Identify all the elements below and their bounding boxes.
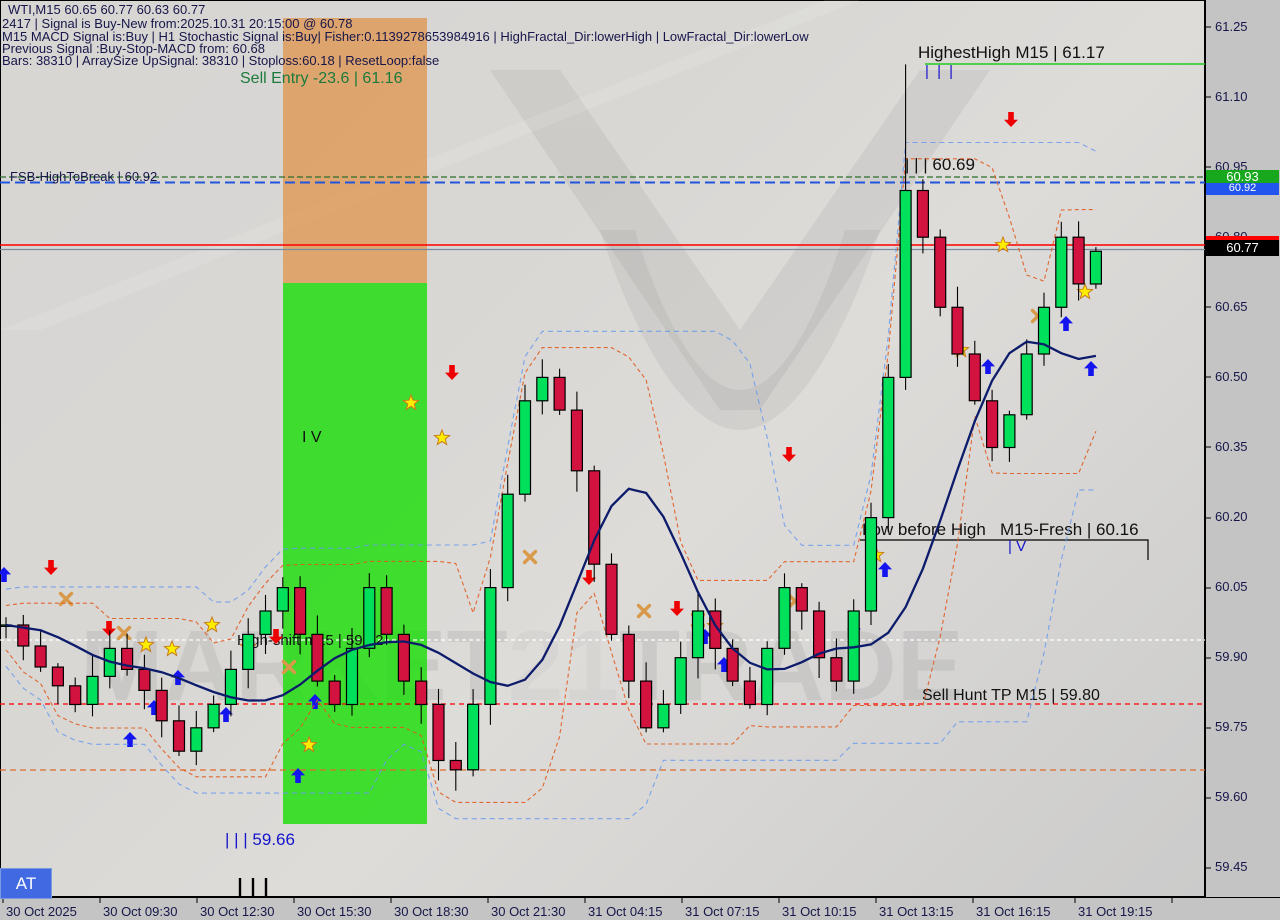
svg-text:31 Oct 16:15: 31 Oct 16:15	[976, 904, 1050, 919]
svg-text:60.50: 60.50	[1215, 369, 1248, 384]
svg-text:31 Oct 10:15: 31 Oct 10:15	[782, 904, 856, 919]
svg-text:30 Oct 21:30: 30 Oct 21:30	[491, 904, 565, 919]
svg-text:61.10: 61.10	[1215, 89, 1248, 104]
svg-text:31 Oct 13:15: 31 Oct 13:15	[879, 904, 953, 919]
svg-text:59.90: 59.90	[1215, 649, 1248, 664]
svg-text:60.65: 60.65	[1215, 299, 1248, 314]
svg-text:61.25: 61.25	[1215, 19, 1248, 34]
svg-text:59.75: 59.75	[1215, 719, 1248, 734]
svg-text:60.20: 60.20	[1215, 509, 1248, 524]
svg-text:30 Oct 09:30: 30 Oct 09:30	[103, 904, 177, 919]
svg-text:31 Oct 04:15: 31 Oct 04:15	[588, 904, 662, 919]
svg-text:30 Oct 2025: 30 Oct 2025	[6, 904, 77, 919]
svg-text:59.45: 59.45	[1215, 859, 1248, 874]
svg-text:30 Oct 18:30: 30 Oct 18:30	[394, 904, 468, 919]
svg-text:60.35: 60.35	[1215, 439, 1248, 454]
svg-text:31 Oct 19:15: 31 Oct 19:15	[1078, 904, 1152, 919]
svg-text:30 Oct 12:30: 30 Oct 12:30	[200, 904, 274, 919]
svg-text:30 Oct 15:30: 30 Oct 15:30	[297, 904, 371, 919]
svg-text:59.60: 59.60	[1215, 789, 1248, 804]
svg-text:60.05: 60.05	[1215, 579, 1248, 594]
svg-text:31 Oct 07:15: 31 Oct 07:15	[685, 904, 759, 919]
